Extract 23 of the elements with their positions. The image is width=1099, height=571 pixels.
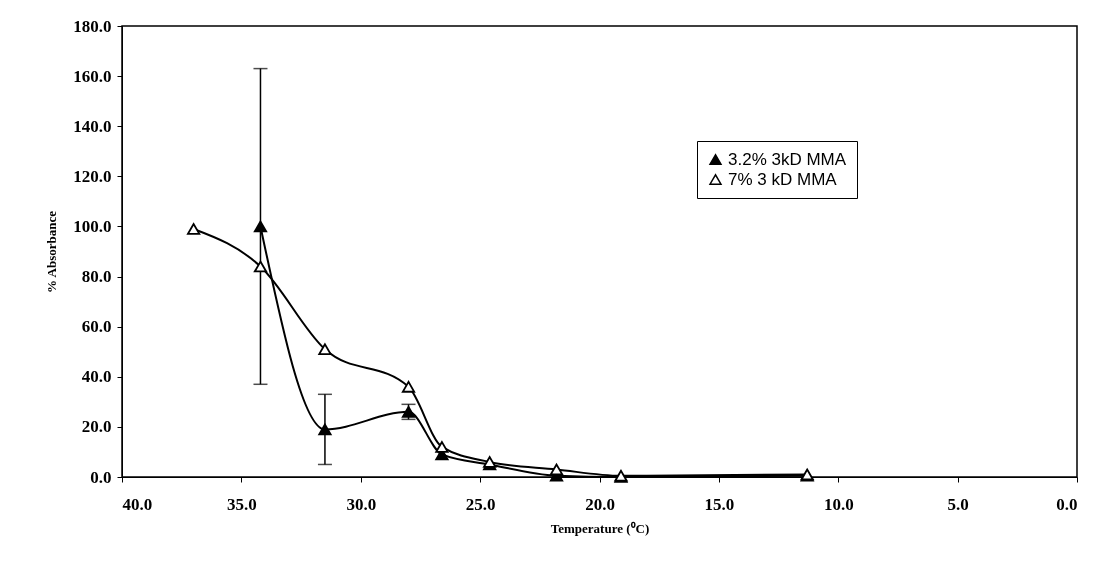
x-tick-label: 15.0: [704, 494, 735, 514]
y-tick-label: 180.0: [73, 16, 112, 36]
y-tick-label: 60.0: [81, 317, 112, 337]
y-tick-label: 80.0: [81, 267, 112, 287]
x-tick-label: 30.0: [346, 494, 377, 514]
x-tick-label: 20.0: [585, 494, 615, 514]
legend-label: 7% 3 kD MMA: [728, 169, 838, 189]
y-tick-label: 120.0: [73, 166, 112, 186]
x-tick-label: 10.0: [823, 494, 854, 514]
y-tick-label: 100.0: [73, 216, 112, 236]
y-tick-label: 0.0: [90, 467, 112, 487]
y-tick-label: 20.0: [81, 417, 112, 437]
x-tick-label: 0.0: [1056, 494, 1078, 514]
y-tick-label: 160.0: [73, 66, 112, 86]
y-tick-label: 40.0: [81, 367, 112, 387]
y-axis-title: % Absorbance: [44, 210, 60, 293]
x-tick-label: 5.0: [947, 494, 969, 514]
x-tick-label: 25.0: [465, 494, 496, 514]
legend-label: 3.2% 3kD MMA: [728, 149, 847, 169]
x-tick-label: 40.0: [122, 494, 153, 514]
x-tick-label: 35.0: [227, 494, 257, 514]
x-axis-title: Temperature (⁰C): [550, 520, 650, 536]
y-tick-label: 140.0: [73, 116, 112, 136]
